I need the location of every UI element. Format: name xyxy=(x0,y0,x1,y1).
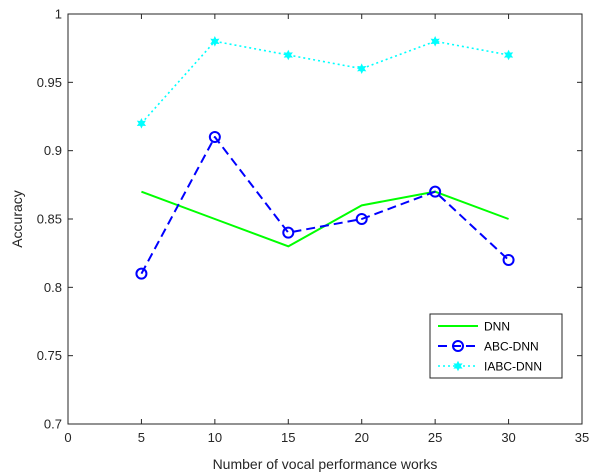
axes: 0 5 10 15 20 25 30 35 0.7 0.75 0.8 0.85 0.9 0.95 1 xyxy=(37,7,590,446)
x-tick-label: 0 xyxy=(64,430,71,445)
data-point-iabc-dnn-shape xyxy=(430,36,440,47)
data-point-iabc-dnn xyxy=(503,49,514,61)
y-axis-label: Accuracy xyxy=(9,190,25,248)
x-axis-label: Number of vocal performance works xyxy=(213,456,438,472)
legend-label-abc-dnn: ABC-DNN xyxy=(484,340,539,354)
legend-label-iabc-dnn: IABC-DNN xyxy=(484,360,542,374)
x-tick-label: 25 xyxy=(428,430,442,445)
y-tick-label: 0.8 xyxy=(44,280,62,295)
legend-label-dnn: DNN xyxy=(484,320,510,334)
data-point-abc-dnn xyxy=(429,185,442,198)
y-tick-label: 0.9 xyxy=(44,143,62,158)
y-tick-label: 0.95 xyxy=(37,75,62,90)
y-tick-label: 0.85 xyxy=(37,212,62,227)
y-tick-label: 0.75 xyxy=(37,348,62,363)
data-point-iabc-dnn xyxy=(430,36,440,47)
series-layer xyxy=(135,36,515,280)
data-point-iabc-dnn xyxy=(136,118,147,129)
series-line-iabc-dnn xyxy=(140,40,509,124)
legend-marker-abc-dnn xyxy=(452,340,464,352)
series-iabc-dnn xyxy=(136,36,514,129)
data-point-abc-dnn xyxy=(135,267,148,280)
series-abc-dnn xyxy=(135,131,515,280)
data-point-abc-dnn xyxy=(208,131,221,143)
data-point-iabc-dnn xyxy=(283,49,293,61)
data-point-abc-dnn xyxy=(355,213,368,225)
x-tick-label: 35 xyxy=(575,430,589,445)
legend-marker-iabc-dnn-shape xyxy=(453,360,463,372)
x-tick-label: 30 xyxy=(501,430,515,445)
data-point-iabc-dnn xyxy=(357,63,367,74)
x-tick-label: 5 xyxy=(138,430,145,445)
data-point-abc-dnn xyxy=(502,254,515,266)
data-point-iabc-dnn xyxy=(210,36,220,47)
data-point-abc-dnn xyxy=(282,226,295,239)
y-tick-label: 0.7 xyxy=(44,417,62,432)
data-point-iabc-dnn-shape xyxy=(283,49,293,61)
y-tick-label: 1 xyxy=(55,7,62,22)
series-line-abc-dnn xyxy=(140,136,510,275)
data-point-iabc-dnn-shape xyxy=(136,118,147,129)
legend-marker-iabc-dnn xyxy=(453,360,463,372)
x-tick-label: 20 xyxy=(354,430,368,445)
x-tick-label: 15 xyxy=(281,430,295,445)
x-tick-label: 10 xyxy=(208,430,222,445)
data-point-iabc-dnn-shape xyxy=(503,49,514,61)
data-point-iabc-dnn-shape xyxy=(210,36,220,47)
legend: DNN ABC-DNN IABC-DNN xyxy=(429,313,563,379)
data-point-iabc-dnn-shape xyxy=(357,63,367,74)
